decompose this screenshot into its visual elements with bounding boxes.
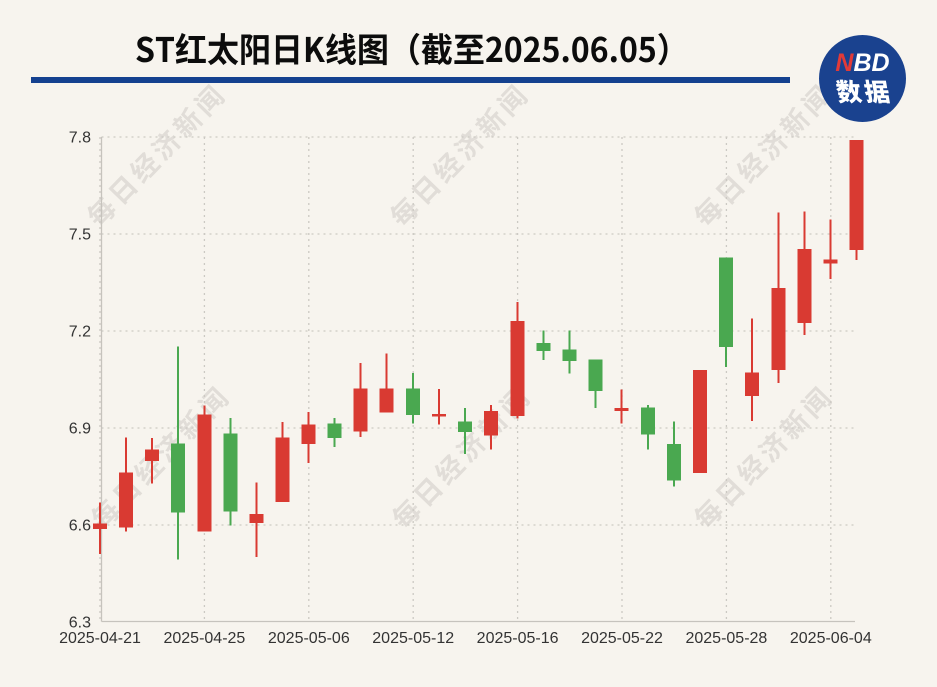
svg-text:2025-04-25: 2025-04-25 [163,630,245,647]
svg-text:2025-05-12: 2025-05-12 [372,630,454,647]
svg-text:7.5: 7.5 [69,227,91,244]
svg-text:6.6: 6.6 [69,518,91,535]
svg-text:6.9: 6.9 [69,421,91,438]
svg-text:2025-05-06: 2025-05-06 [268,630,350,647]
svg-text:2025-05-28: 2025-05-28 [685,630,767,647]
svg-text:7.2: 7.2 [69,324,91,341]
svg-text:7.8: 7.8 [69,130,91,147]
svg-text:2025-05-16: 2025-05-16 [477,630,559,647]
svg-text:2025-06-04: 2025-06-04 [790,630,872,647]
svg-text:6.3: 6.3 [69,615,91,632]
svg-text:2025-04-21: 2025-04-21 [59,630,141,647]
svg-text:2025-05-22: 2025-05-22 [581,630,663,647]
